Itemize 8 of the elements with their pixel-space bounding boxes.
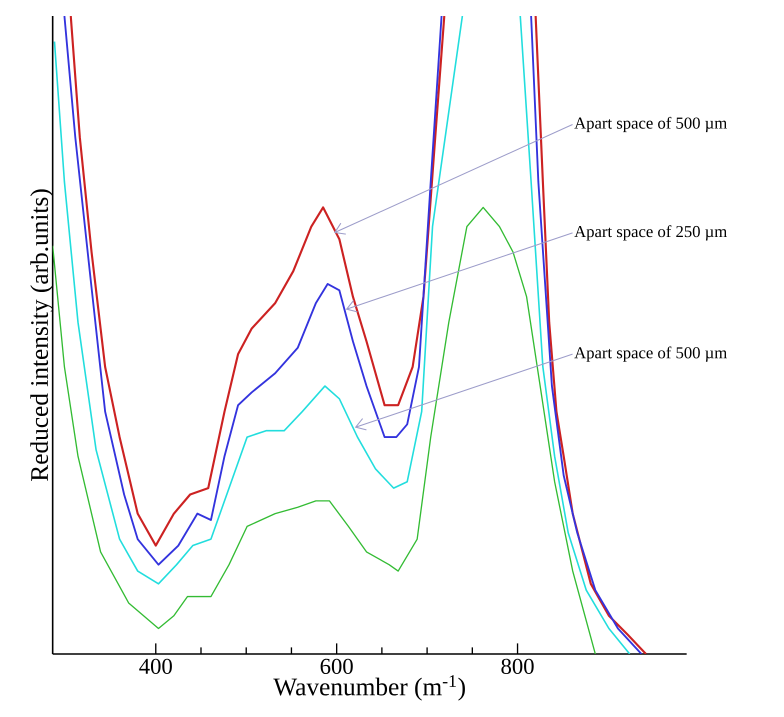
annotation: Apart space of 500 µm (574, 346, 727, 362)
x-tick-label: 800 (501, 658, 534, 674)
x-tick-label: 600 (320, 658, 353, 674)
x-tick-label: 400 (139, 658, 172, 674)
x-axis-title: Wavenumber (m$^{-1}$) (273, 675, 465, 701)
annotation: Apart space of 500 µm (574, 116, 727, 132)
annotation: Apart space of 250 µm (574, 225, 727, 241)
y-axis-title: Reduced intensity (arb.units) (30, 189, 54, 481)
